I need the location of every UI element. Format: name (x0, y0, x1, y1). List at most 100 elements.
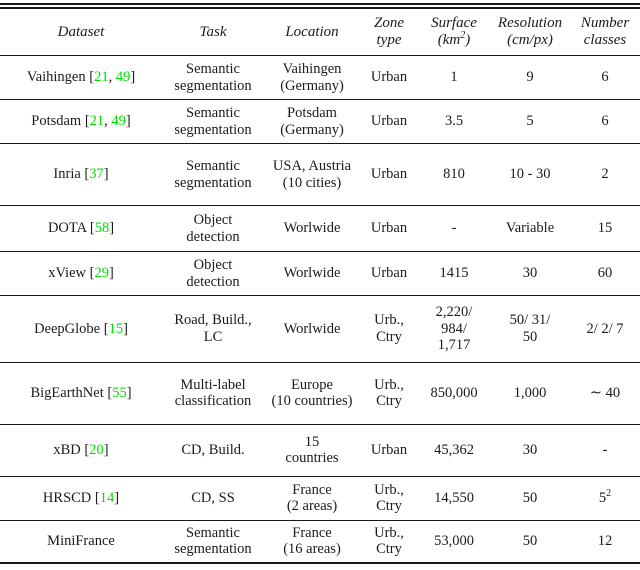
text-run: CD, Build. (181, 441, 245, 458)
cell-resolution: 50/ 31/50 (490, 295, 570, 363)
citation-link[interactable]: 21 (89, 113, 105, 130)
cell-line: 30 (491, 265, 569, 282)
cell-line: Europe (265, 377, 359, 394)
text-run: DeepGlobe [ (34, 320, 109, 337)
superscript: 2 (606, 487, 612, 499)
cell-line: Urban (361, 113, 417, 130)
text-run: (2 areas) (286, 498, 338, 514)
cell-location: USA, Austria (10 cities) (264, 143, 360, 206)
text-run: Inria [ (53, 166, 90, 183)
column-header-surface: Surface (km2) (418, 9, 490, 56)
citation-link[interactable]: 29 (94, 265, 109, 282)
text-run: Object (193, 212, 233, 228)
cell-line: segmentation (163, 175, 263, 192)
text-run: 50 (522, 328, 538, 345)
table-header: Dataset Task Location Zone type Surface (km2) R… (0, 9, 640, 56)
text-run: type (376, 32, 402, 48)
cell-task: Semantic segmentation (162, 520, 264, 564)
cell-line: Zone (361, 15, 417, 32)
citation-link[interactable]: 37 (89, 166, 104, 183)
cell-line: Surface (419, 15, 489, 32)
cell-line: 10 - 30 (491, 166, 569, 183)
cell-line: DOTA [58] (1, 220, 161, 237)
cell-line: - (571, 442, 639, 459)
cell-line: Object (163, 257, 263, 274)
cell-zone: Urban (360, 205, 418, 252)
citation-link[interactable]: 49 (115, 69, 131, 86)
cell-line: 2 (571, 166, 639, 183)
text-run: 6 (601, 69, 609, 86)
text-run: 50/ 31/ (509, 312, 551, 329)
cell-dataset: Inria [37] (0, 143, 162, 206)
cell-line: France (265, 525, 359, 542)
text-run: USA, Austria (272, 158, 352, 174)
cell-line: (Germany) (265, 78, 359, 95)
cell-line: (km2) (419, 31, 489, 49)
citation-link[interactable]: 15 (108, 320, 124, 337)
citation-link[interactable]: 49 (111, 113, 126, 130)
cell-line: Vaihingen [21, 49] (1, 69, 161, 86)
cell-dataset: xView [29] (0, 251, 162, 296)
cell-line: classes (571, 32, 639, 49)
column-header-resolution: Resolution (cm/px) (490, 9, 570, 56)
text-run: 984/ (441, 320, 467, 337)
cell-line: HRSCD [14] (1, 490, 161, 507)
text-run: (10 countries) (271, 393, 353, 409)
text-run: ] (103, 441, 109, 458)
cell-line: USA, Austria (265, 158, 359, 175)
citation-link[interactable]: 58 (94, 220, 110, 237)
cell-line: (2 areas) (265, 498, 359, 515)
text-run: detection (186, 228, 240, 245)
citation-link[interactable]: 21 (94, 69, 109, 86)
citation-link[interactable]: 55 (112, 384, 127, 401)
citation-link[interactable]: 20 (89, 441, 104, 458)
text-run: 9 (526, 69, 534, 86)
text-run: ] (114, 489, 120, 506)
text-run: LC (203, 328, 223, 345)
citation-link[interactable]: 14 (99, 489, 115, 506)
cell-resolution: 5 (490, 99, 570, 144)
table-row: HRSCD [14] CD, SS France (2 areas) Urb., Ctry… (0, 476, 640, 521)
cell-location: France (2 areas) (264, 476, 360, 521)
cell-dataset: Potsdam [21, 49] (0, 99, 162, 144)
text-run: Road, Build., (174, 312, 252, 329)
cell-line: (cm/px) (491, 32, 569, 49)
cell-line: 6 (571, 113, 639, 130)
cell-line: Semantic (163, 525, 263, 542)
text-run: 1415 (439, 265, 469, 282)
text-run: 14,550 (434, 489, 474, 506)
cell-line: Potsdam (265, 105, 359, 122)
cell-surface: 53,000 (418, 520, 490, 564)
cell-classes: ∼ 40 (570, 362, 640, 425)
cell-line: Worlwide (265, 220, 359, 237)
text-run: Europe (291, 376, 333, 393)
text-run: (Germany) (280, 77, 344, 94)
text-run: ] (123, 320, 128, 337)
cell-line: 9 (491, 69, 569, 86)
text-run: (cm/px) (507, 32, 553, 48)
text-run: Urb., (374, 481, 404, 498)
column-header-zone: Zone type (360, 9, 418, 56)
table-row: DeepGlobe [15] Road, Build., LC Worlwide Urb… (0, 295, 640, 363)
text-run: , (104, 113, 112, 130)
text-run: Location (285, 23, 339, 40)
cell-zone: Urb., Ctry (360, 476, 418, 521)
text-run: (16 areas) (283, 541, 341, 557)
text-run: Semantic (186, 524, 240, 541)
cell-location: Worlwide (264, 205, 360, 252)
cell-line: 1,000 (491, 385, 569, 402)
text-run: Potsdam [ (31, 113, 90, 130)
text-run: - (451, 220, 457, 237)
cell-zone: Urb., Ctry (360, 362, 418, 425)
text-run: xBD [ (53, 441, 90, 458)
text-run: detection (186, 273, 240, 290)
cell-line: Road, Build., (163, 312, 263, 329)
cell-zone: Urban (360, 55, 418, 100)
cell-line: Urb., (361, 377, 417, 394)
cell-task: CD, SS (162, 476, 264, 521)
text-run: 50 (522, 489, 538, 506)
text-run: ) (465, 32, 471, 48)
text-run: segmentation (174, 174, 252, 191)
cell-line: 5 (491, 113, 569, 130)
